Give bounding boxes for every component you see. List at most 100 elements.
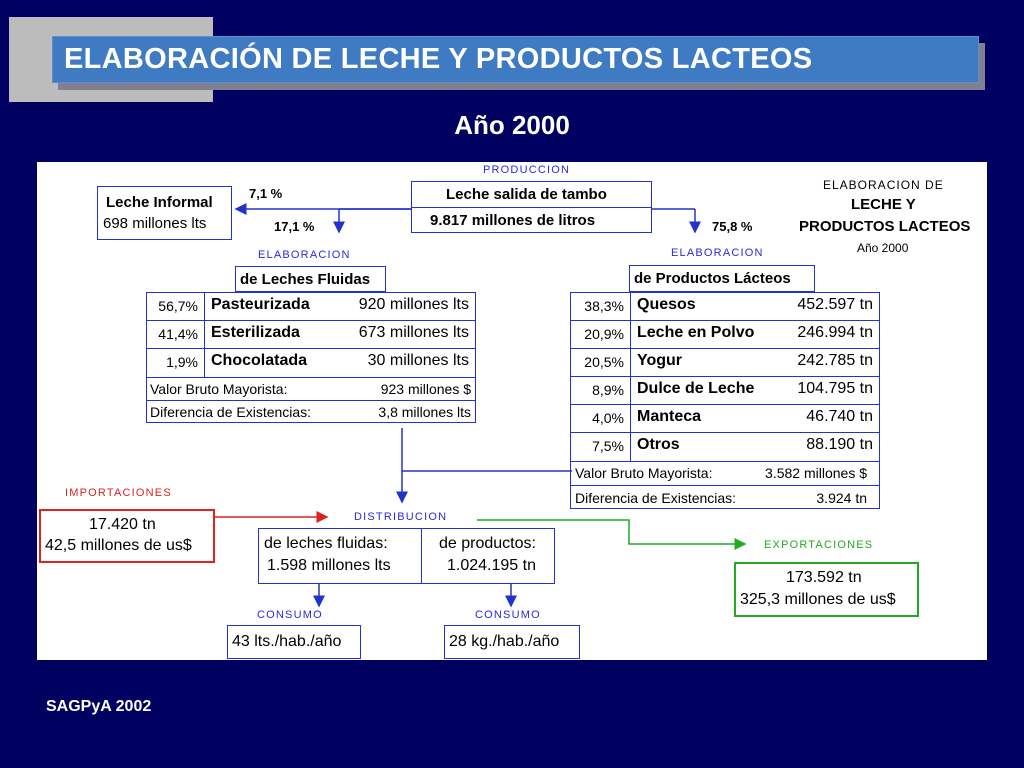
- productos-name: Quesos: [637, 296, 696, 313]
- productos-pct: 38,3%: [584, 298, 624, 314]
- fluidas-vbm-row: Valor Bruto Mayorista: 923 millones $: [147, 377, 475, 401]
- elab-left-label: ELABORACION: [258, 249, 351, 261]
- dist-right-line-2: 1.024.195 tn: [447, 557, 536, 574]
- productos-value: 452.597 tn: [797, 296, 873, 313]
- productos-value: 246.994 tn: [797, 324, 873, 341]
- fluidas-pct: 56,7%: [158, 298, 198, 314]
- productos-table: 38,3% Quesos 452.597 tn 20,9% Leche en Polvo…: [570, 292, 880, 509]
- slide-subtitle-year: Año 2000: [454, 110, 570, 140]
- productos-pct: 8,9%: [592, 382, 624, 398]
- elab-left-header-box: de Leches Fluidas: [235, 266, 386, 292]
- fluidas-pct: 17,1 %: [274, 219, 315, 234]
- dist-right-line-1: de productos:: [439, 535, 536, 552]
- productos-vbm-row: Valor Bruto Mayorista: 3.582 millones $: [571, 461, 879, 486]
- elab-left-header: de Leches Fluidas: [240, 271, 371, 288]
- source-citation: SAGPyA 2002: [46, 698, 152, 715]
- informal-value: 698 millones lts: [103, 215, 207, 232]
- productos-pct-cell: 7,5%: [571, 433, 631, 461]
- productos-pct: 20,9%: [584, 326, 624, 342]
- productos-pct: 7,5%: [592, 438, 624, 454]
- distribucion-box: de leches fluidas: 1.598 millones lts de…: [258, 528, 555, 584]
- productos-dif-value: 3.924 tn: [816, 490, 867, 506]
- productos-pct-cell: 4,0%: [571, 405, 631, 432]
- importaciones-label: IMPORTACIONES: [65, 487, 172, 499]
- consumo-right-value: 28 kg./hab./año: [449, 633, 560, 650]
- connector-lines: [215, 203, 747, 608]
- productos-row: 4,0% Manteca 46.740 tn: [571, 405, 879, 433]
- productos-pct: 20,5%: [584, 354, 624, 370]
- productos-name: Dulce de Leche: [637, 380, 755, 397]
- produccion-row-1: Leche salida de tambo: [412, 182, 651, 208]
- fluidas-dif-value: 3,8 millones lts: [378, 404, 471, 420]
- fluidas-row: 56,7% Pasteurizada 920 millones lts: [147, 293, 475, 321]
- slide-title: ELABORACIÓN DE LECHE Y PRODUCTOS LACTEOS: [64, 43, 813, 75]
- diagram-panel: PRODUCCION Leche salida de tambo 9.817 m…: [37, 162, 987, 660]
- elab-right-header-box: de Productos Lácteos: [629, 265, 815, 292]
- fluidas-pct: 1,9%: [166, 354, 198, 370]
- productos-value: 104.795 tn: [797, 380, 873, 397]
- productos-vbm-label: Valor Bruto Mayorista:: [575, 465, 713, 481]
- produccion-line-2: 9.817 millones de litros: [430, 212, 596, 229]
- productos-pct: 4,0%: [592, 410, 624, 426]
- fluidas-value: 920 millones lts: [358, 296, 469, 313]
- corner-title-2: LECHE Y: [851, 196, 916, 213]
- exportaciones-box: 173.592 tn 325,3 millones de us$: [734, 562, 919, 617]
- corner-title-4: Año 2000: [857, 241, 909, 255]
- productos-pct-cell: 20,9%: [571, 321, 631, 348]
- consumo-left-box: 43 lts./hab./año: [227, 625, 361, 659]
- productos-vbm-value: 3.582 millones $: [765, 465, 867, 481]
- fluidas-vbm-value: 923 millones $: [380, 381, 471, 397]
- productos-name: Otros: [637, 436, 680, 453]
- distribucion-label: DISTRIBUCION: [354, 511, 448, 523]
- produccion-label: PRODUCCION: [483, 164, 571, 176]
- dist-left-cell: de leches fluidas: 1.598 millones lts: [259, 529, 422, 583]
- informal-pct: 7,1 %: [249, 186, 283, 201]
- productos-pct-cell: 20,5%: [571, 349, 631, 376]
- dist-left-line-1: de leches fluidas:: [264, 535, 388, 552]
- dist-left-line-2: 1.598 millones lts: [267, 557, 391, 574]
- productos-row: 20,5% Yogur 242.785 tn: [571, 349, 879, 377]
- productos-pct: 75,8 %: [712, 219, 753, 234]
- corner-title-1: ELABORACION DE: [823, 178, 944, 192]
- productos-row: 38,3% Quesos 452.597 tn: [571, 293, 879, 321]
- fluidas-dif-row: Diferencia de Existencias: 3,8 millones …: [147, 401, 475, 424]
- fluidas-name: Chocolatada: [211, 352, 308, 369]
- fluidas-pct-cell: 1,9%: [147, 349, 205, 377]
- fluidas-dif-label: Diferencia de Existencias:: [150, 404, 312, 420]
- corner-title-3: PRODUCTOS LACTEOS: [799, 218, 971, 235]
- productos-row: 20,9% Leche en Polvo 246.994 tn: [571, 321, 879, 349]
- productos-name: Yogur: [637, 352, 683, 369]
- exportaciones-line-2: 325,3 millones de us$: [740, 591, 896, 608]
- productos-row: 7,5% Otros 88.190 tn: [571, 433, 879, 461]
- productos-row: 8,9% Dulce de Leche 104.795 tn: [571, 377, 879, 405]
- informal-box: Leche Informal 698 millones lts: [97, 186, 232, 240]
- importaciones-box: 17.420 tn 42,5 millones de us$: [39, 509, 215, 563]
- produccion-line-1: Leche salida de tambo: [446, 186, 607, 203]
- productos-pct-cell: 8,9%: [571, 377, 631, 404]
- consumo-left-value: 43 lts./hab./año: [232, 633, 342, 650]
- productos-name: Manteca: [637, 408, 702, 425]
- produccion-box: Leche salida de tambo 9.817 millones de …: [411, 181, 652, 233]
- fluidas-pct: 41,4%: [158, 326, 198, 342]
- elab-right-label: ELABORACION: [671, 247, 764, 259]
- productos-value: 46.740 tn: [806, 408, 873, 425]
- fluidas-name: Esterilizada: [211, 324, 300, 341]
- consumo-right-label: CONSUMO: [475, 609, 541, 621]
- importaciones-line-1: 17.420 tn: [89, 516, 156, 533]
- productos-name: Leche en Polvo: [637, 324, 755, 341]
- arrow-distribucion-to-exportaciones: [477, 519, 747, 550]
- exportaciones-label: EXPORTACIONES: [764, 539, 874, 551]
- consumo-right-box: 28 kg./hab./año: [444, 625, 580, 659]
- fluidas-name: Pasteurizada: [211, 296, 310, 313]
- fluidas-vbm-label: Valor Bruto Mayorista:: [150, 381, 288, 397]
- informal-title: Leche Informal: [106, 194, 213, 211]
- productos-dif-label: Diferencia de Existencias:: [575, 490, 737, 506]
- fluidas-row: 1,9% Chocolatada 30 millones lts: [147, 349, 475, 377]
- productos-value: 242.785 tn: [797, 352, 873, 369]
- productos-value: 88.190 tn: [806, 436, 873, 453]
- produccion-row-2: 9.817 millones de litros: [412, 208, 651, 234]
- fluidas-pct-cell: 56,7%: [147, 293, 205, 320]
- productos-dif-row: Diferencia de Existencias: 3.924 tn: [571, 486, 879, 510]
- exportaciones-line-1: 173.592 tn: [786, 569, 862, 586]
- fluidas-pct-cell: 41,4%: [147, 321, 205, 348]
